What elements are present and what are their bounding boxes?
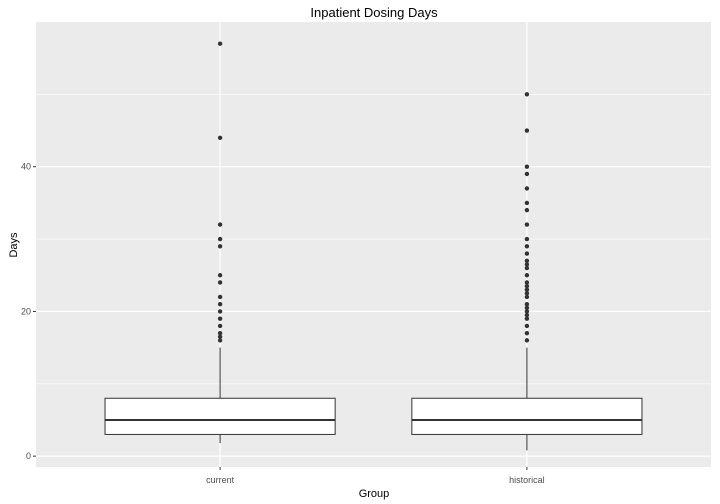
plot-panel (36, 22, 711, 467)
outlier-point (524, 251, 530, 256)
axis-ticks: 0 20 40 current historical (21, 162, 545, 485)
iqr-box (411, 397, 643, 435)
outlier-point (217, 41, 223, 46)
boxes (104, 41, 643, 451)
y-tick-label: 20 (21, 306, 31, 316)
outlier-point (524, 200, 530, 206)
outlier-point (524, 265, 530, 271)
outlier-point (524, 236, 530, 242)
outlier-point (217, 280, 223, 285)
outlier-point (217, 338, 223, 343)
outlier-point (524, 330, 530, 336)
outlier-point (524, 287, 530, 292)
outlier-point (217, 323, 223, 329)
outlier-point (524, 171, 530, 177)
outlier-point (524, 301, 530, 307)
outlier-point (217, 236, 223, 242)
outlier-point (524, 305, 530, 311)
outlier-point (217, 301, 223, 307)
outlier-point (524, 262, 530, 267)
outlier-point (524, 244, 530, 249)
outlier-point (524, 164, 530, 169)
outlier-point (217, 309, 223, 314)
outlier-point (524, 316, 530, 321)
minor-gridlines (36, 94, 711, 385)
outlier-point (524, 291, 530, 296)
outlier-point (217, 222, 223, 227)
outlier-point (524, 273, 530, 278)
y-tick-label: 40 (21, 162, 31, 172)
x-tick-label: historical (509, 475, 545, 485)
outlier-point (217, 273, 223, 278)
outlier-point (524, 312, 530, 318)
y-tick-label: 0 (26, 451, 31, 461)
outlier-point (524, 258, 530, 263)
outlier-point (217, 330, 223, 336)
outlier-point (524, 338, 530, 343)
outlier-point (217, 135, 223, 140)
outlier-point (524, 92, 530, 97)
iqr-box (104, 397, 336, 435)
chart-title: Inpatient Dosing Days (310, 5, 438, 20)
outlier-point (524, 283, 530, 289)
outlier-point (217, 244, 223, 249)
outlier-point (524, 186, 530, 191)
outlier-point (524, 280, 530, 285)
outlier-point (524, 323, 530, 329)
outlier-point (524, 309, 530, 314)
box-historical (411, 92, 643, 451)
outlier-point (524, 128, 530, 133)
outlier-point (217, 294, 223, 300)
outlier-point (217, 334, 223, 339)
outlier-point (524, 207, 530, 213)
outlier-point (524, 294, 530, 300)
x-axis-title: Group (359, 488, 390, 500)
outlier-point (217, 316, 223, 321)
outlier-point (524, 222, 530, 227)
box-current (104, 41, 336, 444)
x-tick-label: current (206, 475, 235, 485)
y-axis-title: Days (8, 232, 20, 258)
